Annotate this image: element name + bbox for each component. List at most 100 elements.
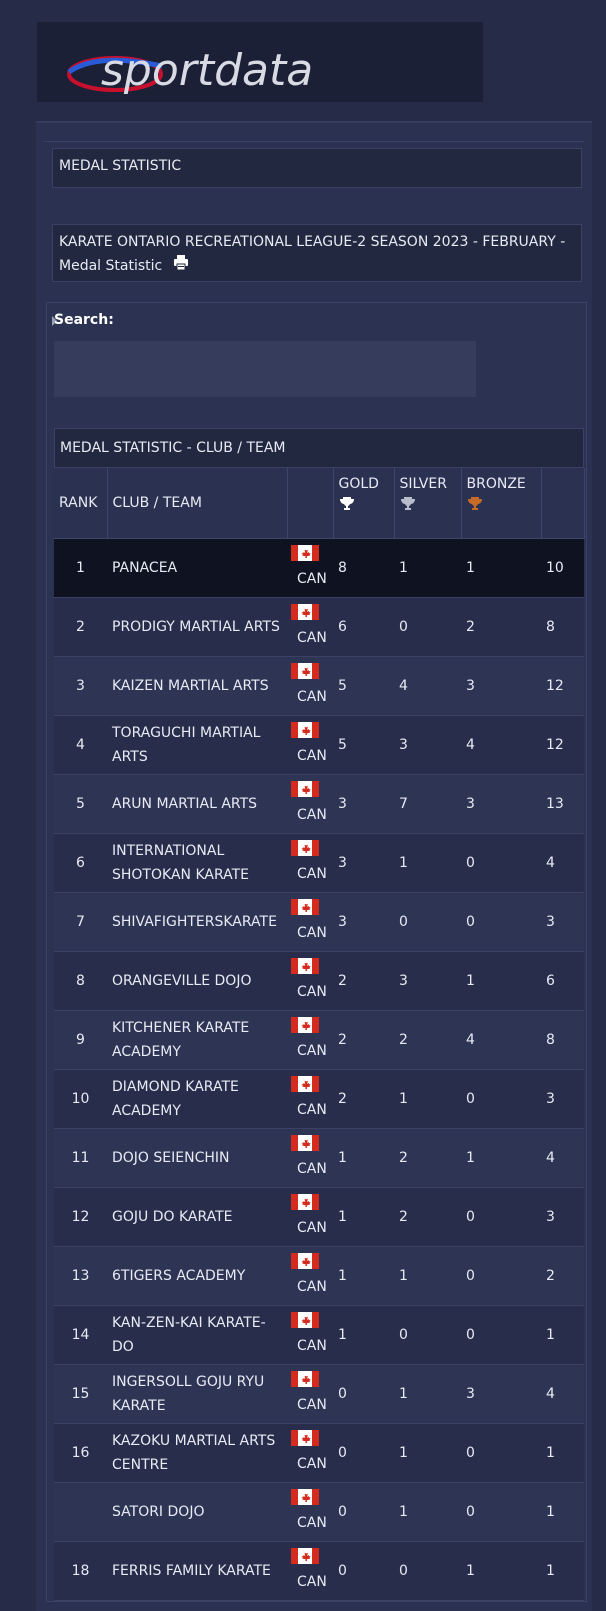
section-title: MEDAL STATISTIC (59, 158, 182, 174)
club-cell: KAIZEN MARTIAL ARTS (107, 656, 287, 716)
table-row[interactable]: 18 FERRIS FAMILY KARATE CAN 0 0 1 1 (54, 1541, 584, 1601)
country-cell: CAN (287, 715, 333, 775)
club-cell: ARUN MARTIAL ARTS (107, 774, 287, 834)
canada-flag-icon (291, 1371, 319, 1387)
table-row[interactable]: 10 DIAMOND KARATE ACADEMY CAN 2 1 0 3 (54, 1069, 584, 1129)
search-input[interactable] (54, 341, 476, 397)
canada-flag-icon (291, 1076, 319, 1092)
table-row[interactable]: 8 ORANGEVILLE DOJO CAN 2 3 1 6 (54, 951, 584, 1011)
search-label[interactable]: Search: (54, 312, 114, 328)
section-header: MEDAL STATISTIC (52, 148, 582, 188)
gold-count-cell: 1 (333, 1246, 394, 1306)
bronze-count-cell: 0 (461, 1305, 541, 1365)
country-code: CAN (297, 866, 327, 882)
rank-cell: 4 (54, 715, 107, 775)
gold-count-cell: 5 (333, 715, 394, 775)
rank-cell: 9 (54, 1010, 107, 1070)
total-header[interactable] (541, 468, 585, 539)
bronze-count-cell: 4 (461, 1010, 541, 1070)
printer-icon[interactable] (173, 254, 189, 278)
table-row[interactable]: 12 GOJU DO KARATE CAN 1 2 0 3 (54, 1187, 584, 1247)
total-count-cell: 2 (541, 1246, 584, 1306)
total-count-cell: 4 (541, 1128, 584, 1188)
gold-count-cell: 2 (333, 951, 394, 1011)
bronze-header[interactable]: BRONZE (461, 468, 542, 539)
country-cell: CAN (287, 1069, 333, 1129)
canada-flag-icon (291, 840, 319, 856)
gold-count-cell: 5 (333, 656, 394, 716)
table-row[interactable]: 5 ARUN MARTIAL ARTS CAN 3 7 3 13 (54, 774, 584, 834)
sportdata-logo[interactable]: sportdata (37, 22, 483, 102)
country-code: CAN (297, 630, 327, 646)
country-cell: CAN (287, 1187, 333, 1247)
table-row[interactable]: 9 KITCHENER KARATE ACADEMY CAN 2 2 4 8 (54, 1010, 584, 1070)
silver-count-cell: 7 (394, 774, 461, 834)
club-cell: PRODIGY MARTIAL ARTS (107, 597, 287, 657)
rank-header[interactable]: RANK (54, 468, 108, 539)
table-row[interactable]: 7 SHIVAFIGHTERSKARATE CAN 3 0 0 3 (54, 892, 584, 952)
rank-cell: 15 (54, 1364, 107, 1424)
silver-trophy-icon (400, 497, 415, 510)
silver-count-cell: 2 (394, 1010, 461, 1070)
table-row[interactable]: 3 KAIZEN MARTIAL ARTS CAN 5 4 3 12 (54, 656, 584, 716)
medal-table-body: 1 PANACEA CAN 8 1 1 10 2 PRODIGY MARTIAL ARTS CAN… (54, 538, 584, 1601)
bronze-count-cell: 1 (461, 1128, 541, 1188)
gold-count-cell: 3 (333, 833, 394, 893)
table-row[interactable]: SATORI DOJO CAN 0 1 0 1 (54, 1482, 584, 1542)
country-cell: CAN (287, 538, 333, 598)
gold-count-cell: 6 (333, 597, 394, 657)
club-cell: INTERNATIONAL SHOTOKAN KARATE (107, 833, 287, 893)
rank-cell: 2 (54, 597, 107, 657)
silver-count-cell: 1 (394, 1246, 461, 1306)
country-code: CAN (297, 1397, 327, 1413)
gold-count-cell: 1 (333, 1305, 394, 1365)
total-count-cell: 1 (541, 1423, 584, 1483)
country-cell: CAN (287, 656, 333, 716)
table-row[interactable]: 15 INGERSOLL GOJU RYU KARATE CAN 0 1 3 4 (54, 1364, 584, 1424)
country-cell: CAN (287, 1128, 333, 1188)
country-code: CAN (297, 1338, 327, 1354)
table-header-row: RANK CLUB / TEAM GOLD SILVER BRONZE (54, 468, 585, 539)
table-row[interactable]: 13 6TIGERS ACADEMY CAN 1 1 0 2 (54, 1246, 584, 1306)
table-row[interactable]: 11 DOJO SEIENCHIN CAN 1 2 1 4 (54, 1128, 584, 1188)
table-row[interactable]: 4 TORAGUCHI MARTIAL ARTS CAN 5 3 4 12 (54, 715, 584, 775)
bronze-count-cell: 1 (461, 951, 541, 1011)
canada-flag-icon (291, 722, 319, 738)
country-code: CAN (297, 925, 327, 941)
country-cell: CAN (287, 951, 333, 1011)
country-code: CAN (297, 1220, 327, 1236)
canada-flag-icon (291, 1548, 319, 1564)
club-cell: TORAGUCHI MARTIAL ARTS (107, 715, 287, 775)
total-count-cell: 1 (541, 1541, 584, 1601)
table-row[interactable]: 14 KAN-ZEN-KAI KARATE-DO CAN 1 0 0 1 (54, 1305, 584, 1365)
gold-header[interactable]: GOLD (333, 468, 395, 539)
silver-count-cell: 1 (394, 538, 461, 598)
bronze-count-cell: 0 (461, 1069, 541, 1129)
total-count-cell: 10 (541, 538, 584, 598)
country-code: CAN (297, 1279, 327, 1295)
country-code: CAN (297, 984, 327, 1000)
club-header[interactable]: CLUB / TEAM (107, 468, 288, 539)
country-cell: CAN (287, 1246, 333, 1306)
gold-count-cell: 0 (333, 1541, 394, 1601)
table-row[interactable]: 6 INTERNATIONAL SHOTOKAN KARATE CAN 3 1 0 4 (54, 833, 584, 893)
canada-flag-icon (291, 781, 319, 797)
club-cell: KAZOKU MARTIAL ARTS CENTRE (107, 1423, 287, 1483)
club-cell: SATORI DOJO (107, 1482, 287, 1542)
sportdata-logo-graphic: sportdata (67, 45, 313, 96)
country-header[interactable] (287, 468, 334, 539)
table-row[interactable]: 16 KAZOKU MARTIAL ARTS CENTRE CAN 0 1 0 1 (54, 1423, 584, 1483)
club-cell: KITCHENER KARATE ACADEMY (107, 1010, 287, 1070)
table-row[interactable]: 1 PANACEA CAN 8 1 1 10 (54, 538, 584, 598)
expand-caret-icon[interactable] (52, 316, 57, 326)
silver-count-cell: 0 (394, 892, 461, 952)
bronze-count-cell: 0 (461, 1187, 541, 1247)
logo-text: sportdata (101, 45, 313, 96)
country-code: CAN (297, 1574, 327, 1590)
table-row[interactable]: 2 PRODIGY MARTIAL ARTS CAN 6 0 2 8 (54, 597, 584, 657)
rank-cell: 7 (54, 892, 107, 952)
silver-header[interactable]: SILVER (394, 468, 462, 539)
gold-count-cell: 0 (333, 1482, 394, 1542)
gold-count-cell: 1 (333, 1128, 394, 1188)
silver-count-cell: 0 (394, 1541, 461, 1601)
